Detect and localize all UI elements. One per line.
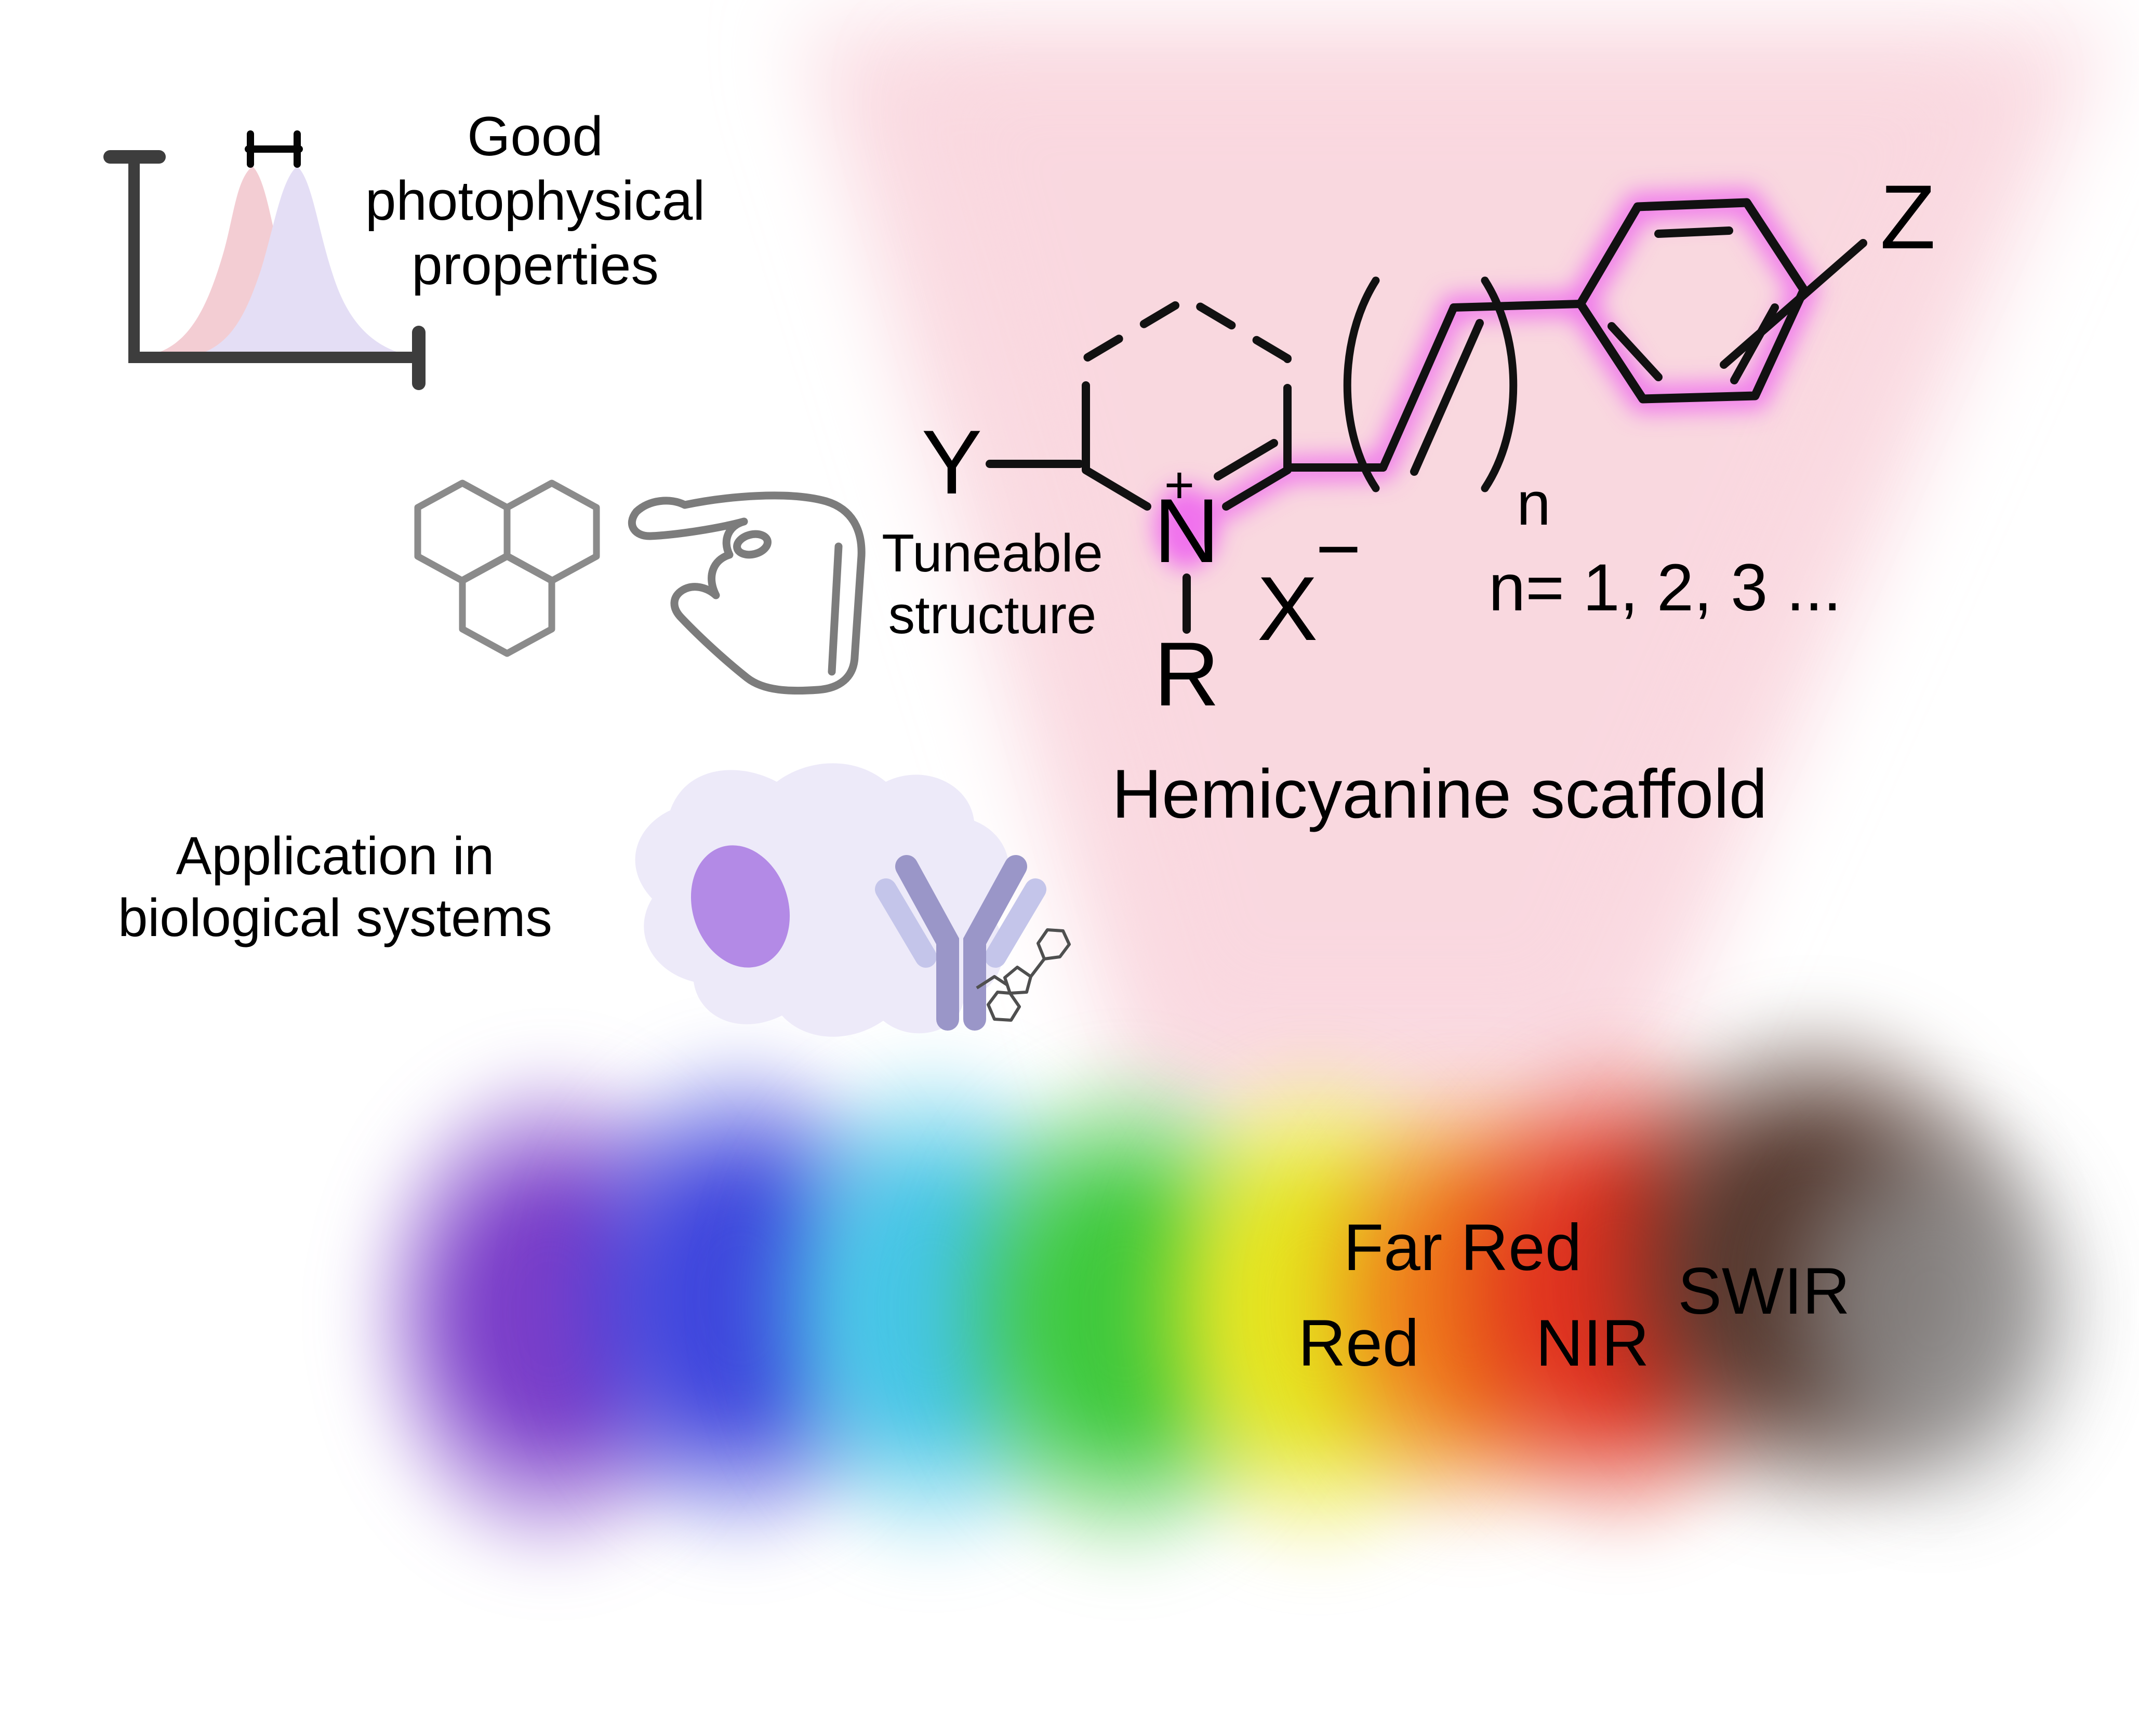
atom-charge-plus: + xyxy=(1164,456,1194,514)
stokes-shift-bracket xyxy=(245,130,303,168)
hand-knuckle xyxy=(733,530,772,559)
phenyl-double-top xyxy=(1654,226,1733,238)
feature-photophysical-line2: photophysical xyxy=(365,169,706,232)
hand-cuff-line xyxy=(828,542,843,676)
atom-label-z: Z xyxy=(1880,167,1936,268)
funnel-inner-shape xyxy=(914,62,2005,1029)
z-bond xyxy=(1720,239,1867,369)
spectrum-label-swir: SWIR xyxy=(1678,1254,1850,1328)
feature-photophysical-line3: properties xyxy=(411,234,659,297)
spectrum-label-far-red: Far Red xyxy=(1343,1210,1582,1284)
feature-biological-line2: biological systems xyxy=(118,888,552,948)
atom-label-y: Y xyxy=(922,412,982,513)
cell-icon xyxy=(635,763,1009,1037)
hexagon-bottom xyxy=(459,552,555,657)
vinyl-phenyl-bond xyxy=(1450,300,1585,312)
ring-left-lower-bond xyxy=(1082,418,1151,511)
ring-dashed-bonds xyxy=(1082,295,1292,426)
atom-label-r: R xyxy=(1154,624,1219,725)
cell-nucleus xyxy=(690,845,790,968)
repeat-subscript-n: n xyxy=(1517,470,1551,538)
feature-tuneable-line2: structure xyxy=(888,585,1097,645)
open-paren xyxy=(1343,276,1380,492)
feature-tuneable-label: Tuneable structure xyxy=(813,522,1172,646)
atom-charge-minus: − xyxy=(1316,505,1361,592)
atom-label-n: N xyxy=(1154,480,1219,582)
antibody-heavy-chain-left xyxy=(895,855,959,1031)
hemicyanine-structure xyxy=(986,198,1867,634)
scaffold-title: Hemicyanine scaffold xyxy=(1112,756,1768,833)
feature-photophysical-label: Good photophysical properties xyxy=(343,104,727,297)
phenyl-double-left xyxy=(1607,322,1663,381)
structure-glow xyxy=(1154,189,1819,569)
repeat-note: n= 1, 2, 3 ... xyxy=(1489,551,1842,625)
cell-body xyxy=(635,763,1009,1037)
spectrum-label-nir: NIR xyxy=(1535,1306,1650,1380)
antibody-icon xyxy=(875,855,1046,1031)
hexagon-rings-icon xyxy=(414,479,600,657)
vinyl-bond xyxy=(1379,303,1458,472)
antibody-light-chain-left xyxy=(875,878,937,968)
spectrum-label-red: Red xyxy=(1298,1306,1419,1380)
mini-spectra-chart-icon xyxy=(103,130,426,390)
pinch-hand-icon xyxy=(628,491,866,695)
chart-axes xyxy=(128,154,424,363)
spectrum-band-gray-fade xyxy=(1746,1075,2120,1543)
feature-biological-label: Application in biological systems xyxy=(112,825,559,949)
atom-label-x: X xyxy=(1257,558,1318,660)
antibody-light-chain-right xyxy=(985,878,1046,968)
antibody-heavy-chain-right xyxy=(963,855,1027,1031)
feature-tuneable-line1: Tuneable xyxy=(882,523,1103,583)
conjugate-molecule-icon xyxy=(976,928,1071,1022)
feature-biological-line1: Application in xyxy=(176,826,495,886)
cn-double-bond-inner xyxy=(1214,439,1278,480)
feature-photophysical-line1: Good xyxy=(467,105,603,167)
vinyl-double-bond-inner xyxy=(1410,319,1484,476)
phenyl-double-right xyxy=(1730,303,1779,384)
chart-right-peak xyxy=(193,166,411,356)
close-paren xyxy=(1481,276,1518,492)
